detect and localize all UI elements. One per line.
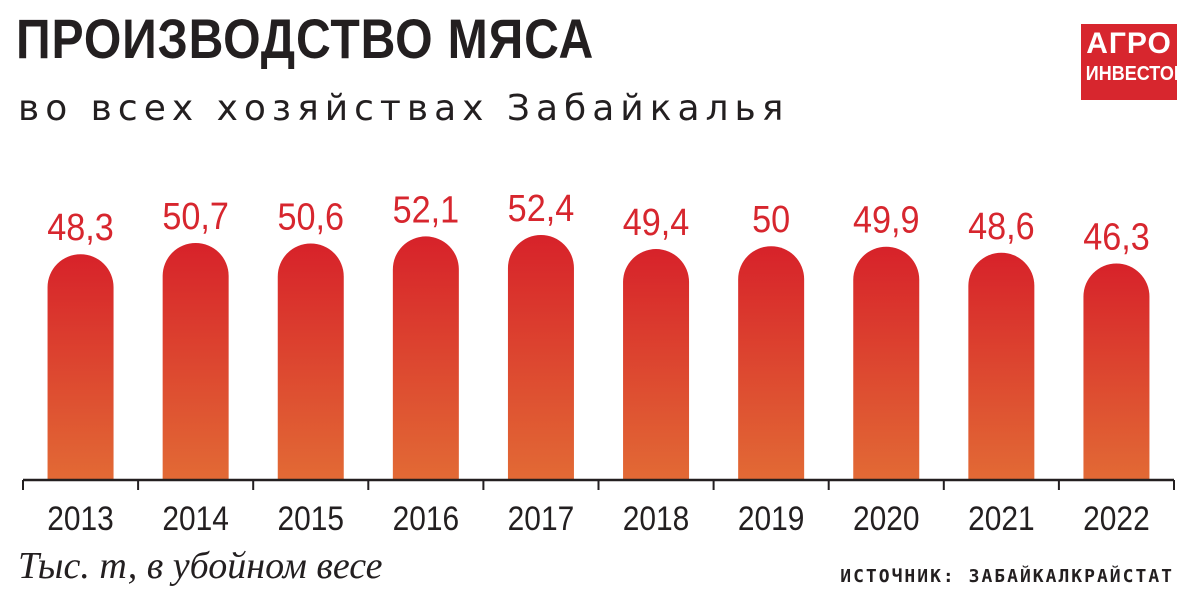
value-label: 50,6: [277, 195, 344, 238]
value-label: 49,4: [623, 200, 690, 243]
value-label: 50,7: [162, 194, 229, 237]
value-label: 52,1: [393, 188, 460, 231]
x-tick-label: 2022: [1083, 499, 1150, 537]
bar-2019: [738, 246, 805, 480]
value-label: 49,9: [853, 198, 920, 241]
page-title: ПРОИЗВОДСТВО МЯСА: [16, 7, 595, 70]
value-label: 46,3: [1083, 215, 1150, 258]
bar-2014: [162, 242, 229, 480]
bar-2013: [47, 254, 114, 480]
agroinvestor-logo: АГРО ИНВЕСТОР: [1081, 24, 1177, 100]
bar-2022: [1083, 263, 1150, 480]
bar-2021: [968, 252, 1035, 480]
value-label: 48,6: [968, 204, 1035, 247]
unit-note: Тыс. т, в убойном весе: [18, 545, 383, 587]
x-tick-label: 2019: [738, 499, 805, 537]
bar-2020: [853, 246, 920, 480]
x-tick-label: 2017: [508, 499, 575, 537]
bars-group: 48,3 50,7 50,6 52,1 52,4 49,4 50 49,9 48,6 46,3: [47, 186, 1150, 480]
value-label: 48,3: [47, 206, 114, 249]
x-axis: 2013 2014 2015 2016 2017 2018 2019 2020 2021 2022: [22, 478, 1175, 537]
x-tick-label: 2018: [623, 499, 690, 537]
value-label: 50: [752, 198, 790, 241]
bar-2017: [507, 235, 574, 480]
source-note: ИСТОЧНИК: ЗАБАЙКАЛКРАЙСТАТ: [840, 566, 1174, 587]
x-tick-label: 2013: [47, 499, 114, 537]
x-tick-label: 2014: [162, 499, 229, 537]
x-tick-label: 2015: [277, 499, 344, 537]
bar-2018: [623, 249, 690, 480]
page-subtitle: во всех хозяйствах Забайкалья: [18, 88, 790, 129]
x-tick-label: 2021: [968, 499, 1035, 537]
logo-line-2: ИНВЕСТОР: [1085, 63, 1177, 85]
x-tick-label: 2016: [393, 499, 460, 537]
x-tick-label: 2020: [853, 499, 920, 537]
logo-line-1: АГРО: [1086, 27, 1172, 60]
value-label: 52,4: [508, 186, 575, 229]
bar-2016: [392, 236, 459, 480]
bar-2015: [277, 243, 344, 480]
